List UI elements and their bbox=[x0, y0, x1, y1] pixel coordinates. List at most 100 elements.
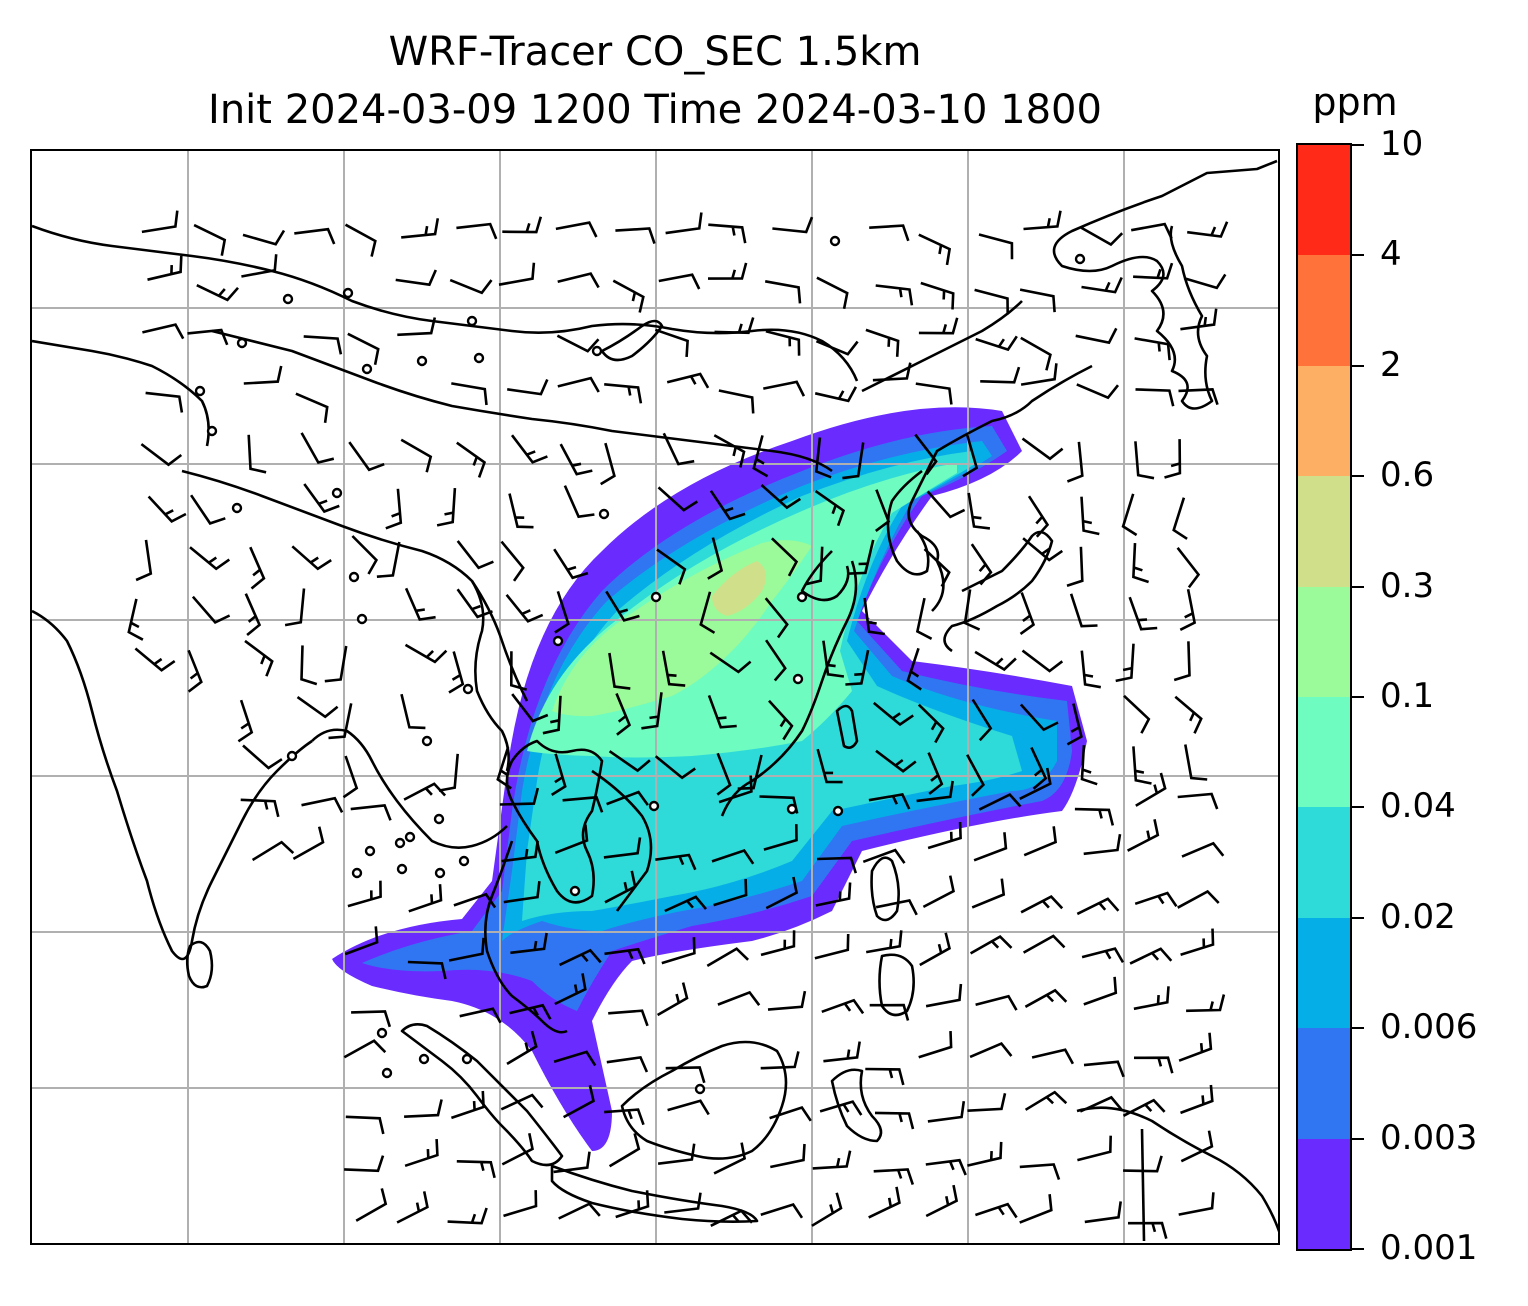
wind-barb bbox=[1127, 1221, 1168, 1239]
calm-wind-circle bbox=[396, 863, 408, 875]
wind-barb bbox=[1174, 695, 1203, 734]
wind-barb bbox=[1066, 546, 1084, 587]
colorbar-segment bbox=[1298, 1027, 1350, 1139]
wind-barb bbox=[140, 443, 183, 467]
wind-barb bbox=[1134, 891, 1178, 908]
wind-barb bbox=[915, 597, 933, 640]
wind-barb bbox=[351, 535, 379, 575]
wind-barb bbox=[408, 884, 443, 913]
wind-barb bbox=[767, 990, 807, 1011]
colorbar-tick bbox=[1352, 1027, 1364, 1030]
calm-wind-circle bbox=[466, 315, 478, 327]
wind-barb bbox=[600, 442, 616, 486]
calm-wind-circle bbox=[648, 800, 660, 812]
wind-barb bbox=[971, 698, 993, 742]
wind-barb bbox=[400, 438, 433, 473]
wind-barb bbox=[1130, 222, 1173, 240]
wind-barb bbox=[604, 383, 643, 404]
wind-barb bbox=[1183, 273, 1227, 290]
wind-barb bbox=[710, 1209, 753, 1227]
wind-barb bbox=[385, 488, 403, 530]
wind-barb bbox=[296, 696, 339, 719]
wind-barb bbox=[768, 699, 794, 741]
calm-wind-circle bbox=[404, 831, 416, 843]
wind-barb bbox=[342, 755, 359, 799]
wind-barb bbox=[251, 840, 295, 862]
wind-barb bbox=[760, 930, 796, 957]
map-canvas bbox=[32, 151, 1278, 1243]
calm-wind-circle bbox=[361, 363, 373, 375]
wind-barb bbox=[920, 281, 955, 310]
wind-barb bbox=[503, 1190, 538, 1218]
wind-barb bbox=[1084, 1201, 1122, 1224]
wind-barb bbox=[708, 223, 747, 244]
wind-barb bbox=[1030, 746, 1048, 790]
colorbar-tick-label: 0.02 bbox=[1380, 896, 1456, 937]
wind-barb bbox=[978, 233, 1014, 260]
wind-barb bbox=[869, 224, 910, 242]
wind-barb bbox=[760, 1202, 804, 1219]
wind-barb bbox=[845, 649, 870, 686]
wind-barb bbox=[1080, 650, 1102, 689]
wind-barb bbox=[401, 218, 440, 239]
wind-barb bbox=[814, 437, 832, 479]
coastline-japan bbox=[943, 530, 1054, 653]
wind-barb bbox=[915, 382, 953, 405]
wind-barb bbox=[562, 1085, 595, 1119]
wind-barb bbox=[1178, 1032, 1213, 1062]
coastline-korea bbox=[886, 469, 930, 576]
wind-barb bbox=[718, 775, 753, 804]
wind-barb bbox=[1176, 547, 1201, 589]
wind-barb bbox=[509, 1003, 552, 1020]
wind-barb bbox=[542, 695, 562, 735]
wind-barb bbox=[187, 328, 229, 346]
wind-barb bbox=[927, 752, 944, 795]
wind-barb bbox=[1122, 1098, 1166, 1117]
wind-barb bbox=[713, 1142, 747, 1175]
wind-barb bbox=[404, 1099, 443, 1118]
wind-barb bbox=[974, 288, 1009, 315]
calm-wind-circle bbox=[434, 867, 446, 879]
wind-barb bbox=[925, 983, 963, 1008]
plume-level-7 bbox=[712, 561, 766, 616]
colorbar-tick-label: 0.003 bbox=[1380, 1117, 1478, 1158]
wind-barb bbox=[1128, 596, 1158, 631]
wind-barb bbox=[510, 932, 548, 955]
wind-barb bbox=[347, 332, 380, 366]
wind-barb bbox=[147, 255, 183, 281]
colorbar-tick-label: 0.6 bbox=[1380, 455, 1435, 496]
wind-barb bbox=[975, 994, 1018, 1011]
wind-barb bbox=[376, 541, 401, 578]
wind-barb bbox=[1132, 746, 1152, 785]
wind-barb bbox=[874, 1111, 915, 1130]
wind-barb bbox=[1021, 437, 1064, 461]
colorbar-tick-label: 0.3 bbox=[1380, 565, 1435, 606]
wind-barb bbox=[661, 937, 696, 965]
wind-barb bbox=[974, 650, 1017, 672]
wind-barb bbox=[927, 1101, 966, 1123]
wind-barb bbox=[709, 651, 752, 674]
wind-barb bbox=[505, 593, 544, 623]
wind-barb bbox=[344, 223, 377, 257]
wind-barb bbox=[500, 540, 525, 582]
wind-barb bbox=[500, 1093, 544, 1111]
wind-barb bbox=[662, 432, 695, 466]
wind-barb bbox=[397, 317, 437, 337]
coastline-sulawesi bbox=[830, 1068, 883, 1143]
wind-barb bbox=[453, 892, 497, 909]
coastline-bohai bbox=[800, 550, 850, 602]
colorbar-tick-label: 2 bbox=[1380, 344, 1402, 385]
wind-barb bbox=[865, 328, 900, 357]
calm-wind-circle bbox=[351, 867, 363, 879]
wind-barb bbox=[438, 753, 459, 792]
colorbar-tick bbox=[1352, 254, 1364, 257]
wind-barb bbox=[765, 329, 801, 356]
wind-barb bbox=[1019, 288, 1056, 313]
wind-barb bbox=[868, 793, 911, 810]
colorbar-tick bbox=[1352, 1137, 1364, 1140]
wind-barb bbox=[815, 339, 859, 356]
wind-barb bbox=[242, 229, 286, 246]
wind-barb bbox=[451, 382, 488, 406]
wind-barb bbox=[811, 1192, 843, 1227]
wind-barb bbox=[1081, 947, 1125, 964]
